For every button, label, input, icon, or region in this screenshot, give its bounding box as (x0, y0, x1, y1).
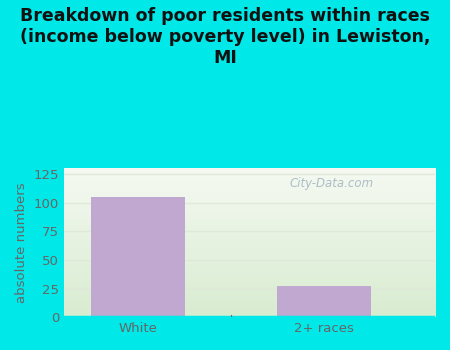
Bar (277, 286, 371, 317)
Text: Breakdown of poor residents within races
(income below poverty level) in Lewisto: Breakdown of poor residents within races… (20, 7, 430, 66)
Bar (91, 197, 185, 317)
Text: City-Data.com: City-Data.com (289, 177, 373, 190)
Y-axis label: absolute numbers: absolute numbers (15, 182, 28, 303)
